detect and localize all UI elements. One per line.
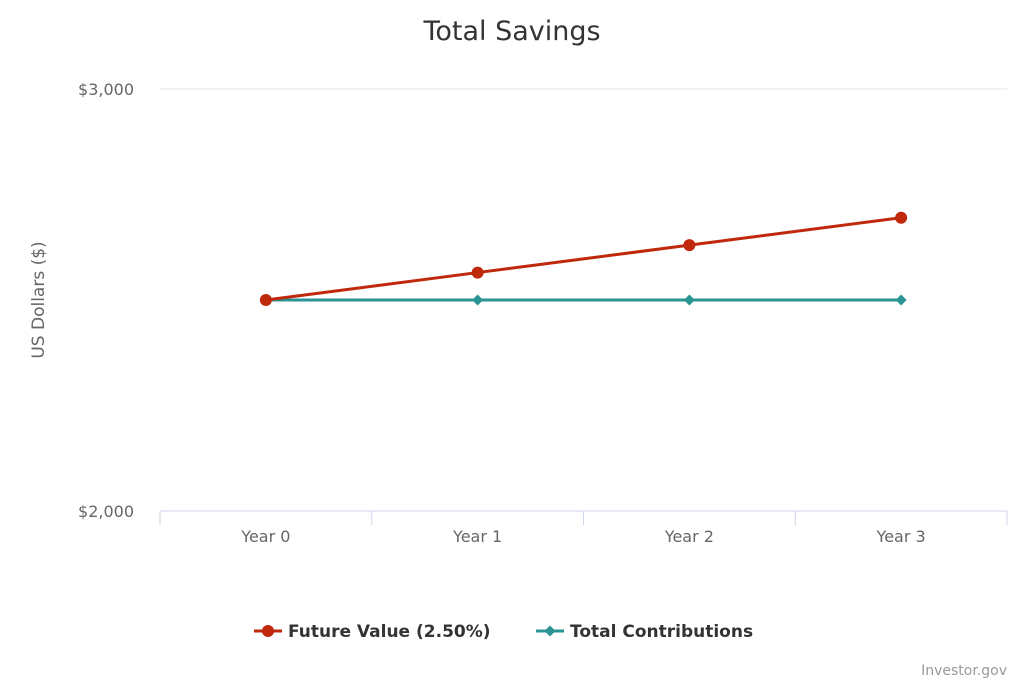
chart-title: Total Savings: [422, 16, 600, 47]
legend-marker-future-value-2-50: [262, 625, 274, 637]
y-tick-label: $3,000: [78, 80, 134, 99]
data-point-future-value-2-50[interactable]: [259, 294, 272, 306]
x-tick-label: Year 3: [876, 527, 926, 546]
legend[interactable]: Future Value (2.50%) Total Contributions: [254, 622, 753, 642]
series-line-future-value-2-50: [265, 216, 902, 302]
x-tick-label: Year 2: [664, 527, 714, 546]
data-point-total-contributions[interactable]: [683, 294, 695, 306]
data-point-total-contributions[interactable]: [895, 294, 907, 306]
legend-label-future-value-2-50: Future Value (2.50%): [288, 622, 491, 642]
x-tick-label: Year 0: [240, 527, 290, 546]
x-axis: Year 0 Year 1 Year 2 Year 3: [159, 510, 1008, 546]
legend-item-total-contributions[interactable]: Total Contributions: [536, 622, 753, 642]
y-tick-labels: $3,000 $2,000: [78, 80, 134, 521]
legend-marker-total-contributions: [544, 625, 556, 637]
data-point-total-contributions[interactable]: [472, 294, 484, 306]
credit-link[interactable]: Investor.gov: [921, 663, 1007, 679]
data-point-future-value-2-50[interactable]: [471, 266, 484, 279]
series-layer: [259, 211, 908, 306]
x-tick-label: Year 1: [452, 527, 502, 546]
data-point-future-value-2-50[interactable]: [683, 239, 696, 252]
y-tick-label: $2,000: [78, 502, 134, 521]
legend-item-future-value-2-50[interactable]: Future Value (2.50%): [254, 622, 491, 642]
legend-label-total-contributions: Total Contributions: [570, 622, 753, 642]
y-axis-label: US Dollars ($): [29, 241, 49, 358]
data-point-future-value-2-50[interactable]: [895, 211, 908, 224]
